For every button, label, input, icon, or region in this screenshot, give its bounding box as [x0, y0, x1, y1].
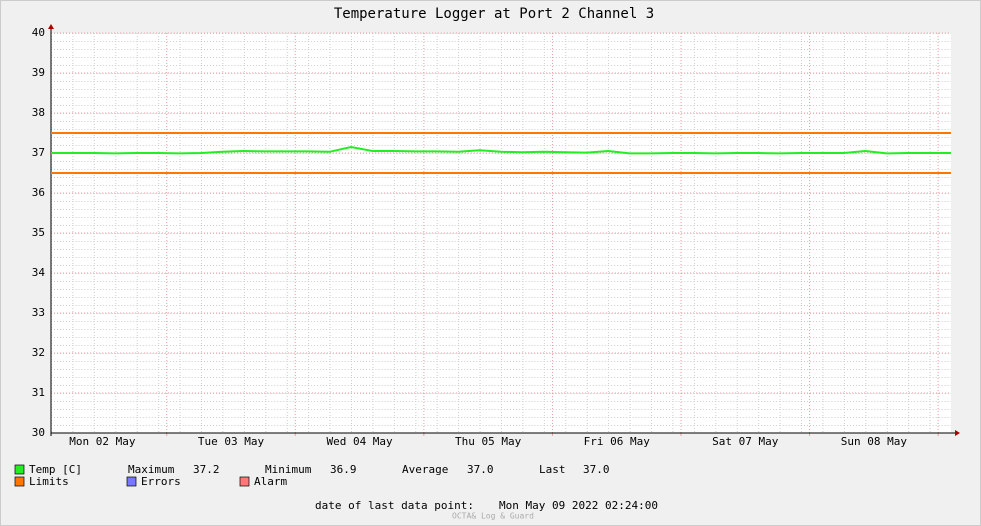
stat-name: Minimum	[265, 463, 312, 476]
legend-swatch	[14, 464, 25, 475]
x-tick-label: Sun 08 May	[841, 435, 908, 448]
axis-arrow	[955, 430, 960, 436]
y-tick-label: 32	[32, 346, 45, 359]
y-tick-label: 38	[32, 106, 45, 119]
x-tick-label: Sat 07 May	[712, 435, 779, 448]
footer-label: date of last data point:	[315, 499, 474, 512]
stat-name: Maximum	[128, 463, 175, 476]
y-tick-label: 34	[32, 266, 46, 279]
y-tick-label: 35	[32, 226, 45, 239]
legend-swatch	[239, 476, 250, 487]
x-tick-label: Thu 05 May	[455, 435, 522, 448]
legend-label: Limits	[29, 475, 69, 488]
stat-value: 37.0	[467, 463, 494, 476]
legend-swatch	[126, 476, 137, 487]
legend-label: Temp [C]	[29, 463, 82, 476]
chart-title: Temperature Logger at Port 2 Channel 3	[334, 6, 654, 22]
y-tick-label: 36	[32, 186, 45, 199]
axis-arrow	[48, 24, 54, 29]
stat-name: Average	[402, 463, 448, 476]
stat-value: 37.0	[583, 463, 610, 476]
stat-value: 37.2	[193, 463, 220, 476]
legend-label: Errors	[141, 475, 181, 488]
x-tick-label: Fri 06 May	[584, 435, 651, 448]
watermark: OCTA& Log & Guard	[452, 512, 534, 521]
y-tick-label: 33	[32, 306, 45, 319]
footer-value: Mon May 09 2022 02:24:00	[499, 499, 658, 512]
y-tick-label: 39	[32, 66, 45, 79]
stat-value: 36.9	[330, 463, 357, 476]
y-tick-label: 31	[32, 386, 45, 399]
x-tick-label: Tue 03 May	[198, 435, 265, 448]
stat-name: Last	[539, 463, 566, 476]
series-line	[51, 145, 951, 155]
legend-swatch	[14, 476, 25, 487]
legend-label: Alarm	[254, 475, 287, 488]
x-tick-label: Mon 02 May	[69, 435, 136, 448]
x-tick-label: Wed 04 May	[326, 435, 393, 448]
y-tick-label: 30	[32, 426, 45, 439]
y-tick-label: 37	[32, 146, 45, 159]
y-tick-label: 40	[32, 26, 45, 39]
